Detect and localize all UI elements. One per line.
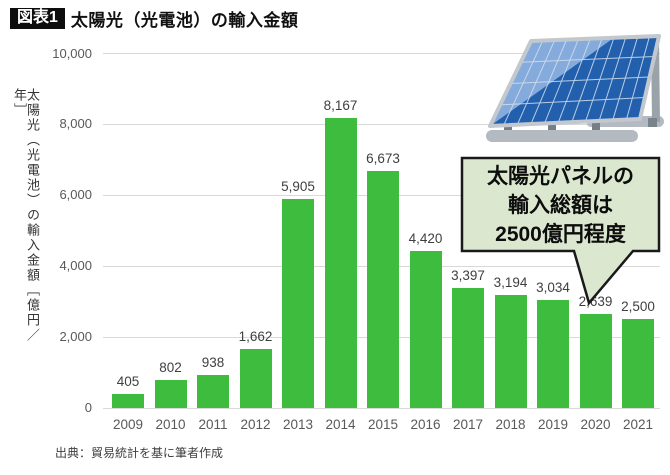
y-tick-label: 8,000 (59, 116, 92, 132)
x-tick-label: 2017 (452, 417, 484, 432)
callout-line: 太陽光パネルの (487, 164, 634, 188)
bar-value-label: 802 (159, 359, 182, 375)
bar-2014 (324, 118, 357, 408)
bar-value-label: 405 (116, 373, 140, 389)
gridline (103, 407, 660, 409)
x-tick-label: 2018 (495, 417, 526, 432)
gridline (103, 53, 660, 54)
solar-panel-face (488, 34, 661, 128)
bar-2017 (452, 287, 484, 408)
x-tick-label: 2021 (622, 417, 654, 432)
x-tick-label: 2016 (410, 417, 441, 432)
y-tick-label: 4,000 (59, 258, 92, 274)
source-note: 出典：貿易統計を基に筆者作成 (55, 446, 224, 460)
bar-value-label: 5,905 (281, 178, 315, 194)
bar-2019 (537, 300, 569, 408)
y-tick-label: 6,000 (59, 187, 92, 203)
x-tick-label: 2009 (112, 417, 144, 432)
x-tick-label: 2012 (240, 417, 271, 432)
x-tick-label: 2020 (580, 417, 611, 432)
solar-panel-front-rail (486, 130, 638, 142)
bar-2009 (112, 393, 144, 408)
x-tick-label: 2019 (537, 417, 569, 432)
bar-2020 (579, 314, 612, 408)
bar-value-label: 938 (201, 354, 225, 370)
callout-line: 輸入総額は (508, 193, 613, 217)
y-tick-label: 2,000 (59, 329, 92, 345)
solar-panel-illustration (486, 34, 664, 142)
bar-2013 (282, 198, 314, 408)
bar-value-label: 4,420 (408, 231, 443, 247)
bar-2010 (154, 379, 187, 408)
x-tick-label: 2013 (282, 417, 314, 432)
figure-header: 図表1 太陽光（光電池）の輸入金額 (10, 6, 298, 31)
bar-value-label: 3,397 (451, 267, 485, 283)
y-axis-title: 太陽光（光電池）の輸入金額［億円／年］ (12, 88, 40, 343)
callout-text: 太陽光パネルの 輸入総額は 2500億円程度 (462, 163, 659, 247)
bar-value-label: 1,662 (238, 329, 273, 345)
gridline (103, 123, 660, 125)
y-tick-label: 0 (84, 400, 92, 415)
bar-2018 (494, 294, 527, 408)
figure-title: 太陽光（光電池）の輸入金額 (70, 11, 299, 30)
bar-2016 (409, 251, 442, 408)
bar-2012 (239, 349, 272, 408)
bar-2015 (367, 171, 399, 408)
y-tick-label: 10,000 (52, 45, 92, 61)
x-tick-label: 2010 (155, 417, 186, 432)
x-tick-label: 2015 (367, 417, 399, 432)
bar-value-label: 6,673 (366, 151, 400, 167)
bar-value-label: 2,500 (621, 299, 655, 315)
bar-value-label: 8,167 (323, 98, 358, 114)
bar-2011 (197, 374, 229, 408)
bar-2021 (622, 319, 654, 408)
x-tick-label: 2011 (198, 417, 228, 432)
figure-number-badge: 図表1 (10, 8, 65, 29)
callout-line: 2500億円程度 (495, 222, 626, 246)
bar-value-label: 3,194 (493, 274, 528, 290)
bar-value-label: 3,034 (536, 280, 570, 296)
x-tick-label: 2014 (325, 417, 356, 432)
